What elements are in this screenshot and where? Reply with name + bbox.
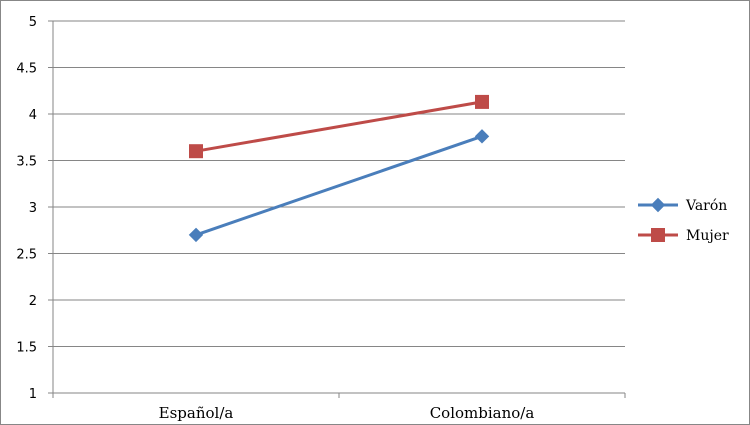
y-tick-label: 4 (29, 108, 37, 123)
x-category-label: Español/a (159, 404, 234, 422)
y-tick-label: 4.5 (16, 62, 37, 77)
data-point (189, 144, 203, 159)
data-point (188, 227, 204, 243)
legend-item: Mujer (638, 228, 729, 244)
legend-item: Varón (638, 197, 727, 214)
y-tick-label: 1 (29, 387, 37, 402)
legend-marker (651, 228, 665, 242)
y-tick-label: 2.5 (16, 248, 37, 263)
y-tick-label: 5 (29, 15, 37, 30)
series-line (195, 134, 483, 237)
y-tick-label: 2 (29, 294, 37, 309)
gridlines (53, 20, 625, 347)
x-tick-labels: Español/a Colombiano/a (159, 404, 535, 422)
x-category-label: Colombiano/a (430, 404, 535, 422)
legend-label: Mujer (686, 228, 729, 244)
data-point (475, 94, 489, 109)
y-tick-labels: 1 1.5 2 2.5 3 3.5 4 4.5 5 (16, 15, 37, 402)
legend-marker (650, 197, 666, 213)
legend: Varón Mujer (638, 197, 729, 244)
series (188, 94, 490, 243)
data-point (474, 129, 490, 144)
y-tick-label: 3.5 (16, 155, 37, 170)
axes (48, 20, 626, 398)
series-1 (189, 94, 489, 159)
series-0 (188, 129, 490, 243)
y-tick-label: 1.5 (16, 341, 37, 356)
series-line (195, 100, 483, 153)
y-tick-label: 3 (29, 201, 37, 216)
legend-label: Varón (685, 198, 727, 214)
